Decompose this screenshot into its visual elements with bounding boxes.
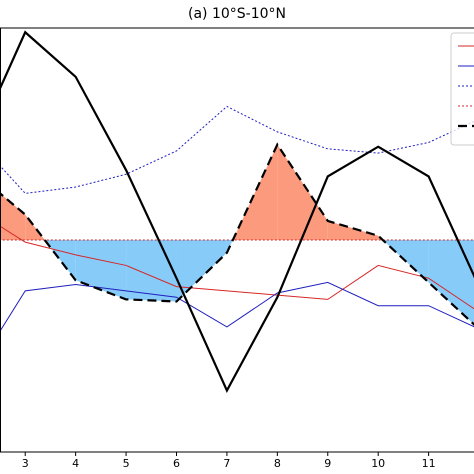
x-tick-label: 3 xyxy=(22,457,29,470)
x-tick-label: 5 xyxy=(123,457,130,470)
series-line-3 xyxy=(0,105,474,194)
chart-title: (a) 10°S-10°N xyxy=(188,6,286,22)
x-tick-label: 10 xyxy=(371,457,385,470)
series-line-5 xyxy=(0,142,474,326)
x-tick-label: 9 xyxy=(324,457,331,470)
positive-fill-area xyxy=(232,144,278,240)
negative-fill-area xyxy=(428,240,474,325)
negative-fill-area xyxy=(226,240,233,253)
plot-area xyxy=(0,30,474,394)
negative-fill-area xyxy=(176,240,227,302)
negative-fill-area xyxy=(126,240,177,302)
negative-fill-area xyxy=(382,240,429,283)
x-tick-label: 7 xyxy=(223,457,230,470)
series-line-2 xyxy=(0,281,474,333)
legend xyxy=(450,32,474,146)
x-tick-label: 6 xyxy=(173,457,180,470)
series-line-6 xyxy=(0,30,474,394)
x-tick-label: 4 xyxy=(72,457,79,470)
legend-box xyxy=(450,32,474,146)
negative-fill-area xyxy=(44,240,76,281)
positive-fill-area xyxy=(0,193,26,240)
positive-fill-area xyxy=(277,144,328,240)
x-tick-label: 8 xyxy=(274,457,281,470)
x-tick-label: 11 xyxy=(422,457,436,470)
positive-fill-area xyxy=(327,220,379,240)
series-line-1 xyxy=(0,225,474,310)
